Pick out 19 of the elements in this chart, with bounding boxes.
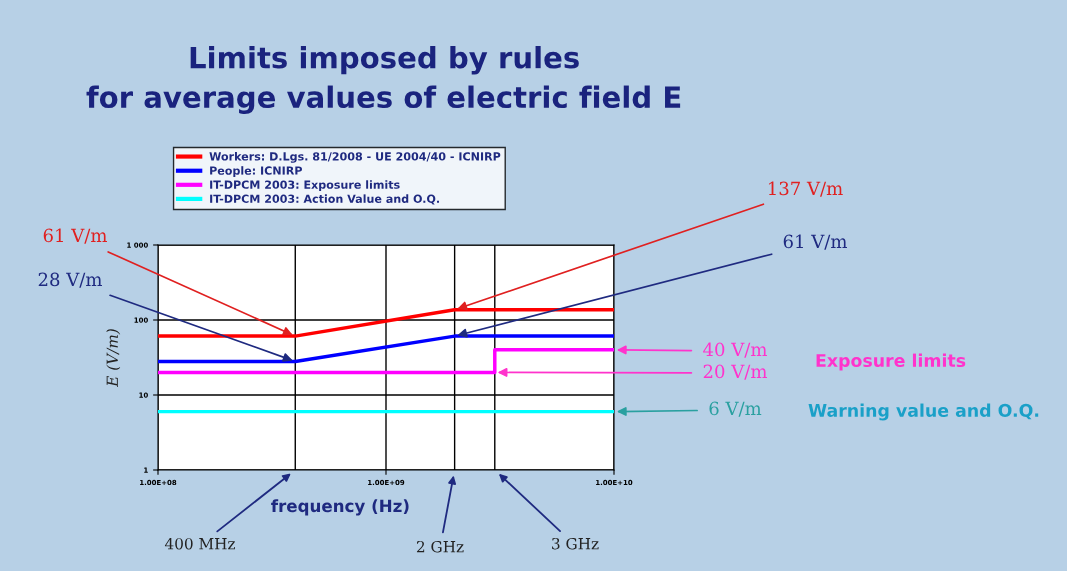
ref-line-label: 2 GHz — [416, 540, 464, 553]
legend-label: IT-DPCM 2003: Action Value and O.Q. — [210, 194, 439, 205]
annotation: 61 V/m — [783, 234, 847, 250]
ref-line-label: 3 GHz — [552, 537, 599, 550]
annotation: 28 V/m — [38, 272, 102, 288]
annotation: 20 V/m — [703, 364, 767, 380]
x-axis-title: frequency (Hz) — [271, 499, 409, 516]
annotation: 137 V/m — [768, 181, 843, 197]
chart-title: Limits imposed by rules for average values of electric field E — [86, 46, 681, 114]
legend-label: IT-DPCM 2003: Exposure limits — [210, 180, 400, 192]
legend-label: People: ICNIRP — [210, 166, 302, 177]
annotation: 40 V/m — [703, 342, 767, 358]
annotation: 6 V/m — [709, 401, 762, 417]
legend-label: Workers: D.Lgs. 81/2008 - UE 2004/40 - ICNIRP — [209, 152, 501, 163]
annotation: 61 V/m — [43, 228, 107, 244]
y-axis-title: E (V/m) — [106, 329, 121, 388]
ref-line-label: 400 MHz — [164, 537, 235, 550]
text: Exposure limits — [816, 353, 966, 371]
text: Warning value and O.Q. — [808, 403, 1039, 421]
